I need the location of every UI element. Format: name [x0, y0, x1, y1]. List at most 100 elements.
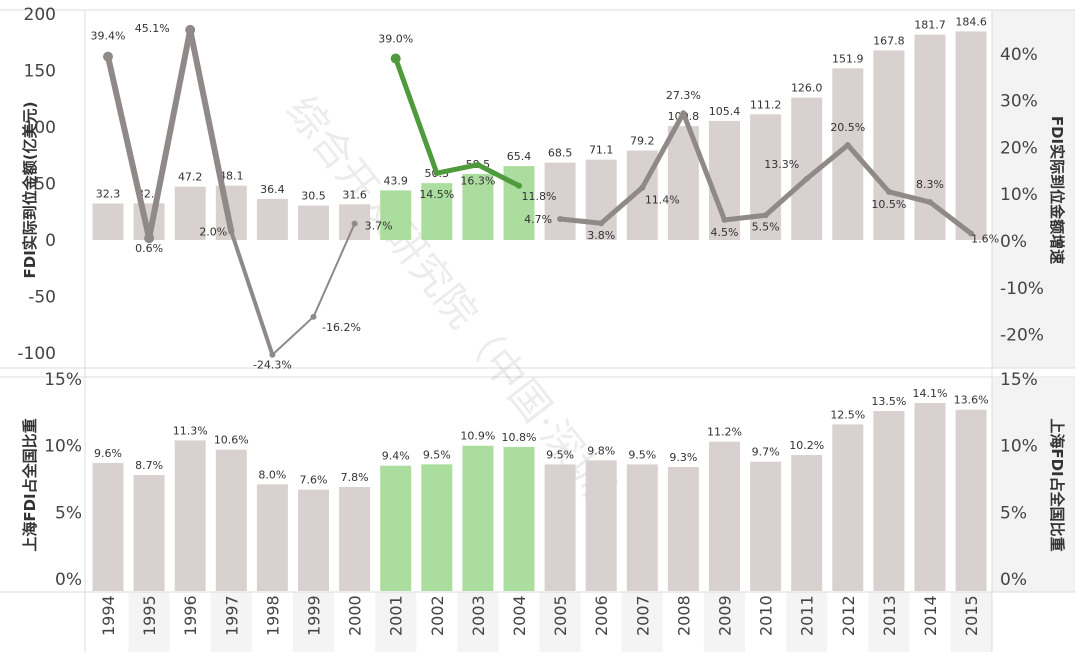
share-bar-label: 10.9%	[460, 430, 495, 443]
right-axis-tick: -10%	[1000, 279, 1044, 299]
share-bar	[626, 464, 658, 591]
growth-label: 20.5%	[830, 121, 865, 134]
year-label: 1998	[263, 595, 282, 636]
right-axis-title: FDI实际到位金额增速	[1048, 116, 1066, 264]
growth-label: 2.0%	[199, 226, 227, 239]
share-bar-label: 12.5%	[830, 408, 865, 421]
year-shade	[950, 592, 992, 652]
share-bar-label: 13.5%	[871, 395, 906, 408]
growth-line-segment	[105, 53, 153, 242]
share-bar	[503, 447, 535, 591]
growth-line-segment	[639, 110, 686, 191]
bottom-left-axis-title: 上海FDI占全国比重	[21, 418, 39, 551]
share-bar	[92, 463, 124, 591]
growth-point	[433, 170, 440, 177]
right-axis-tick: -20%	[1000, 326, 1044, 346]
share-bar-label: 9.5%	[628, 448, 656, 461]
fdi-bar	[585, 159, 617, 240]
share-bar-label: 10.2%	[789, 439, 824, 452]
growth-line-segment	[598, 185, 645, 226]
bottom-left-axis-tick: 15%	[44, 370, 82, 390]
growth-label: 39.0%	[378, 32, 413, 45]
growth-point	[844, 142, 851, 149]
growth-label: 14.5%	[419, 188, 454, 201]
left-axis-title: FDI实际到位金额(亿美元)	[21, 102, 39, 279]
right-axis-tick: 10%	[1000, 185, 1038, 205]
growth-point	[639, 184, 646, 191]
share-bar	[215, 449, 247, 591]
growth-line-segment	[146, 26, 194, 242]
share-bar-label: 9.4%	[382, 450, 410, 463]
share-bar	[298, 489, 329, 591]
share-bar-label: 13.6%	[954, 394, 989, 407]
left-axis-tick: 150	[24, 62, 56, 82]
growth-point	[269, 351, 276, 358]
growth-line-segment	[434, 162, 481, 176]
share-bar	[462, 445, 494, 591]
year-label: 2002	[428, 595, 447, 636]
growth-point	[885, 188, 892, 195]
year-shade	[375, 592, 417, 652]
growth-label: 8.3%	[916, 178, 944, 191]
share-bar	[832, 424, 864, 591]
share-bar	[174, 440, 206, 591]
fdi-bar	[503, 166, 535, 240]
right-axis-tick: 40%	[1000, 45, 1038, 65]
fdi-bar	[174, 186, 206, 240]
fdi-bar	[750, 114, 782, 240]
growth-label: 1.6%	[971, 233, 999, 246]
share-bar-label: 7.8%	[341, 471, 369, 484]
growth-label: 11.8%	[522, 190, 557, 203]
share-bar	[133, 475, 165, 591]
year-label: 2006	[592, 595, 611, 636]
left-axis-tick: 50	[34, 175, 56, 195]
year-label: 2009	[716, 595, 735, 636]
left-axis-tick: 200	[24, 5, 56, 25]
fdi-bar-label: 181.7	[914, 19, 946, 32]
year-shade	[539, 592, 581, 652]
growth-point	[516, 182, 522, 189]
year-shade	[457, 592, 499, 652]
growth-line-segment	[229, 229, 275, 357]
growth-line-segment	[845, 142, 892, 195]
fdi-bar-label: 68.5	[548, 147, 573, 160]
share-bar	[914, 403, 946, 591]
growth-label: 11.4%	[645, 194, 680, 207]
share-bar	[585, 460, 617, 591]
growth-label: 3.8%	[587, 229, 615, 242]
fdi-bar	[873, 50, 905, 240]
growth-point	[762, 212, 769, 219]
growth-point	[721, 216, 728, 223]
year-label: 1994	[99, 595, 118, 636]
share-bar-label: 9.3%	[669, 451, 697, 464]
fdi-bar	[256, 198, 288, 240]
growth-point	[144, 233, 155, 244]
year-label: 1999	[305, 595, 324, 636]
fdi-bar-label: 48.1	[219, 170, 244, 183]
left-axis-tick: -50	[28, 288, 56, 308]
share-bar	[955, 409, 987, 591]
fdi-bar	[544, 162, 576, 240]
year-label: 1997	[222, 595, 241, 636]
bottom-right-axis-tick: 15%	[1000, 370, 1038, 390]
growth-line-segment	[722, 212, 769, 223]
year-label: 2012	[839, 595, 858, 636]
share-bar-label: 7.6%	[300, 474, 328, 487]
share-bar-label: 8.7%	[135, 459, 163, 472]
growth-point	[103, 51, 113, 62]
growth-point	[228, 228, 235, 235]
growth-line-segment	[804, 142, 851, 182]
growth-label: 0.6%	[135, 242, 163, 255]
share-bar-label: 9.8%	[587, 444, 615, 457]
growth-label: 4.5%	[711, 226, 739, 239]
fdi-bar	[955, 31, 987, 240]
fdi-bar-label: 43.9	[383, 174, 408, 187]
year-label: 1996	[181, 595, 200, 636]
share-bar-label: 9.7%	[752, 446, 780, 459]
year-label: 1995	[140, 595, 159, 636]
share-bar-label: 9.5%	[423, 448, 451, 461]
growth-label: 10.5%	[871, 198, 906, 211]
fdi-bar-label: 65.4	[507, 150, 532, 163]
year-label: 2011	[798, 595, 817, 636]
